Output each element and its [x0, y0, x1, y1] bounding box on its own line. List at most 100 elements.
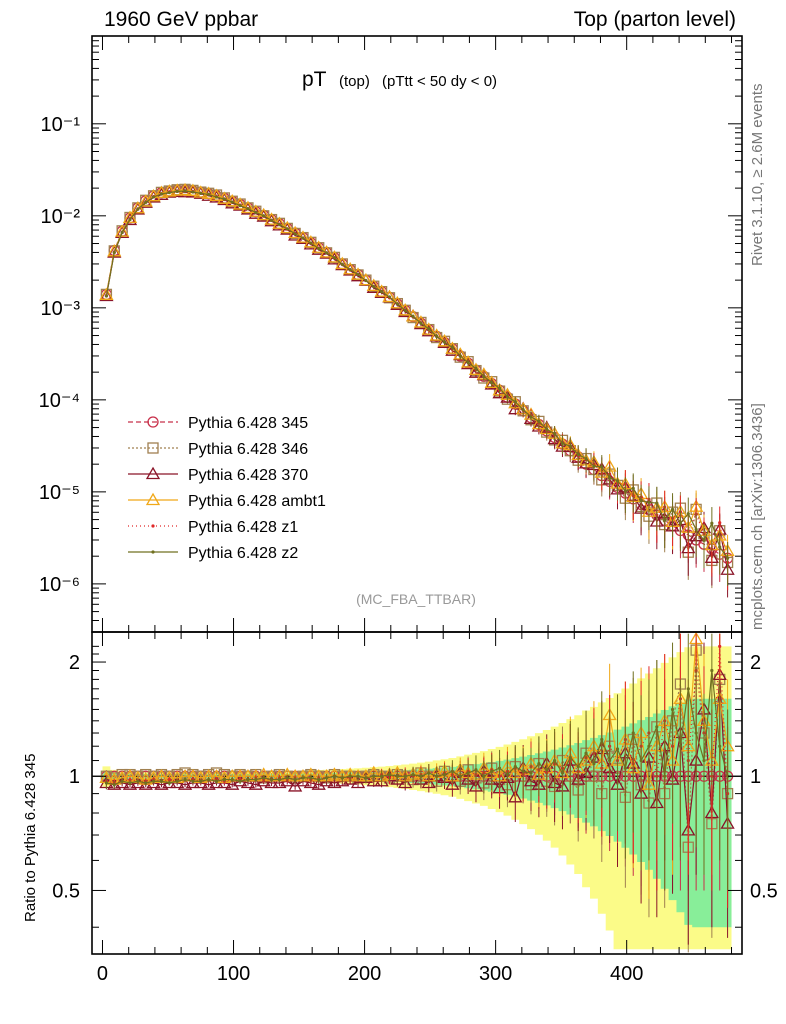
data-point-34	[366, 280, 381, 293]
data-point-60	[576, 765, 580, 769]
data-point-67	[631, 731, 635, 735]
data-point-1	[112, 250, 116, 255]
data-point-45	[458, 354, 462, 358]
data-point-64	[608, 475, 612, 480]
data-point-9	[175, 779, 179, 783]
data-point-18	[240, 775, 256, 789]
data-point-9	[170, 183, 185, 196]
data-point-12	[193, 185, 208, 198]
data-point-75	[694, 527, 698, 532]
data-point-52	[513, 765, 517, 769]
data-point-26	[303, 775, 318, 789]
ratio-y-tick-label-right: 2	[750, 652, 761, 674]
ratio-plot	[92, 632, 742, 953]
data-point-72	[670, 507, 675, 511]
data-point-41	[427, 327, 431, 331]
data-point-22	[277, 222, 281, 227]
data-point-16	[230, 200, 234, 204]
data-point-47	[468, 779, 484, 792]
data-point-25	[301, 776, 305, 780]
data-point-26	[309, 776, 313, 780]
data-point-58	[560, 441, 565, 445]
data-point-38	[403, 774, 407, 778]
header-left: 1960 GeV ppbar	[104, 8, 259, 31]
data-point-39	[411, 314, 415, 318]
data-point-0	[104, 781, 109, 785]
data-point-10	[177, 182, 193, 196]
data-point-50	[497, 386, 502, 390]
main-plot	[99, 182, 735, 598]
data-point-76	[702, 538, 706, 542]
data-point-71	[663, 518, 667, 522]
data-point-32	[350, 268, 366, 282]
data-point-29	[327, 775, 342, 789]
data-point-56	[545, 427, 549, 431]
data-point-69	[647, 744, 651, 748]
data-point-legend	[147, 442, 159, 454]
data-point-36	[382, 289, 397, 303]
data-point-14	[214, 779, 219, 783]
data-point-70	[655, 725, 659, 729]
data-point-23	[285, 776, 289, 780]
data-point-52	[513, 400, 517, 404]
data-point-34	[372, 285, 376, 289]
data-point-34	[372, 774, 376, 778]
data-point-3	[128, 777, 132, 782]
data-point-3	[122, 777, 138, 790]
legend-entry: Pythia 6.428 346	[128, 441, 308, 458]
data-point-10	[183, 189, 187, 193]
data-point-13	[201, 186, 216, 199]
plot-axes: 0 100 200 300 400 10⁻⁶ 10⁻⁵ 10⁻⁴ 10⁻³ 10⁻² 10⁻¹ 0.5…	[39, 35, 778, 985]
data-point-14	[214, 195, 219, 199]
data-point-59	[568, 444, 572, 448]
data-point-44	[450, 769, 454, 773]
legend-entry: Pythia 6.428 345	[128, 415, 308, 432]
data-point-30	[340, 776, 344, 780]
data-point-37	[390, 297, 405, 310]
data-point-20	[262, 776, 266, 780]
data-point-2	[120, 230, 124, 235]
y-tick-label: 10⁻⁵	[39, 482, 80, 504]
legend-entry: Pythia 6.428 370	[128, 466, 308, 484]
data-point-51	[505, 395, 510, 399]
data-point-33	[364, 278, 368, 283]
data-point-38	[398, 303, 413, 316]
header-right: Top (parton level)	[573, 8, 736, 31]
data-point-47	[474, 768, 478, 772]
data-point-2	[120, 779, 124, 783]
data-point-31	[348, 268, 352, 272]
data-point-19	[254, 777, 258, 782]
data-point-65	[615, 747, 620, 751]
legend-entry: Pythia 6.428 ambt1	[128, 492, 326, 510]
data-point-30	[335, 256, 350, 270]
x-tick-label: 0	[97, 963, 108, 985]
legend: Pythia 6.428 345 Pythia 6.428 346 Pythia 6…	[128, 415, 326, 562]
data-point-41	[421, 775, 436, 789]
ratio-y-tick-label: 1	[69, 766, 80, 788]
data-point-66	[623, 489, 627, 493]
series-line	[105, 188, 729, 563]
data-point-14	[209, 188, 224, 201]
ratio-y-axis-label: Ratio to Pythia 6.428 345	[22, 753, 39, 922]
legend-entry: Pythia 6.428 z1	[128, 519, 298, 536]
data-point-73	[678, 744, 683, 748]
data-point-6	[151, 195, 156, 199]
data-point-73	[678, 521, 683, 525]
data-point-48	[482, 774, 486, 778]
data-point-24	[293, 777, 297, 782]
data-point-44	[445, 341, 460, 354]
data-point-40	[413, 315, 429, 328]
data-point-39	[411, 773, 415, 777]
data-point-54	[529, 415, 533, 419]
data-point-79	[725, 774, 730, 778]
data-point-10	[177, 777, 193, 790]
data-point-76	[702, 758, 706, 763]
data-point-28	[324, 251, 329, 255]
data-point-68	[639, 499, 643, 503]
data-point-77	[710, 668, 714, 673]
data-point-35	[380, 290, 384, 294]
data-point-52	[508, 790, 523, 803]
ratio-band-outer	[102, 646, 732, 950]
data-point-31	[348, 774, 352, 778]
ratio-uncertainty-bands	[102, 646, 732, 950]
